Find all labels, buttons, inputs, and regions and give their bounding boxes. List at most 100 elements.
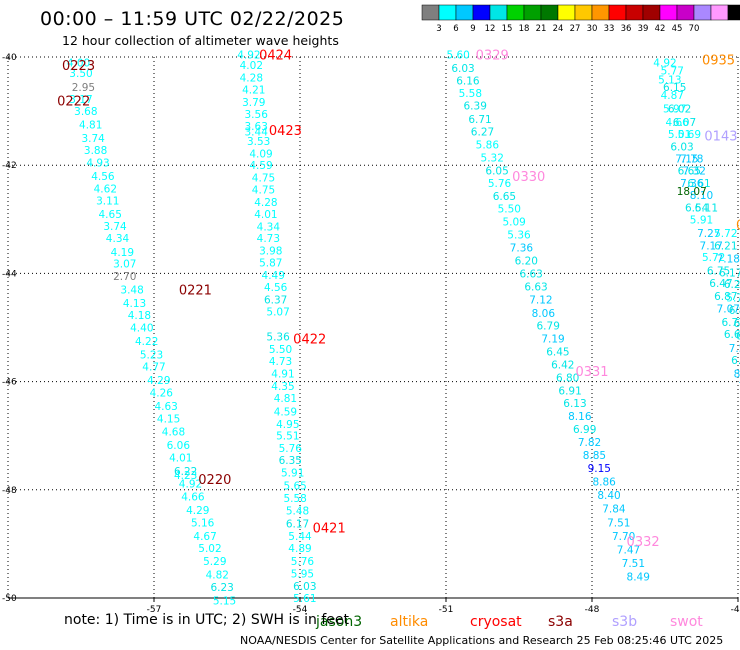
colorbar-label: 45 [672, 24, 683, 34]
wave-height-label: 7.59 [729, 343, 740, 355]
wave-height-label: 5.72 [714, 228, 737, 240]
wave-height-label: 4.40 [130, 323, 153, 335]
wave-height-label: 4.92 [179, 478, 202, 490]
wave-height-label: 4.62 [94, 183, 117, 195]
pass-time-label: 0330 [512, 170, 545, 185]
pass-time-label: 0331 [575, 365, 608, 380]
wave-height-label: 5.78 [726, 293, 740, 305]
colorbar-swatch [676, 4, 695, 21]
wave-height-label: 6.79 [537, 320, 560, 332]
wave-height-label: 4.59 [249, 160, 272, 172]
wave-height-label: 9.15 [588, 463, 611, 475]
wave-height-label: 4.82 [206, 570, 229, 582]
wave-height-label: 4.18 [128, 310, 151, 322]
wave-height-label: 3.50 [69, 68, 92, 80]
y-tick-label: -46 [2, 378, 17, 388]
colorbar-swatch [659, 4, 678, 21]
y-tick-label: -50 [2, 594, 17, 604]
wave-height-label: 5.65 [283, 480, 306, 492]
colorbar-label: 12 [485, 24, 496, 34]
wave-height-label: 7.15 [675, 154, 698, 166]
wave-height-label: 4.81 [274, 393, 297, 405]
colorbar-swatch [693, 4, 712, 21]
colorbar-label: 9 [470, 24, 475, 34]
wave-height-label: 6.47 [709, 278, 732, 290]
wave-height-label: 4.26 [150, 387, 174, 399]
wave-height-label: 6.71 [468, 114, 491, 126]
wave-height-label: 6.75 [707, 266, 730, 278]
wave-height-label: 18.07 [677, 186, 707, 198]
wave-height-label: 5.01 [668, 129, 691, 141]
wave-height-label: 5.36 [507, 229, 531, 241]
note-text: note: 1) Time is in UTC; 2) SWH is in fe… [64, 612, 350, 628]
wave-height-label: 5.86 [476, 140, 500, 152]
wave-height-label: 2.70 [113, 271, 136, 283]
wave-height-label: 8.49 [627, 571, 650, 583]
mission-legend-s3a: s3a [548, 614, 573, 630]
wave-height-label: 5.09 [502, 216, 525, 228]
wave-height-label: 6.82 [734, 318, 740, 330]
wave-height-label: 3.63 [245, 121, 268, 133]
wave-height-label: 4.81 [79, 120, 102, 132]
wave-height-label: 6.54 [736, 331, 740, 343]
wave-height-label: 4.87 [661, 90, 684, 102]
wave-height-label: 5.77 [661, 66, 684, 78]
colorbar-label: 33 [604, 24, 615, 34]
wave-height-label: 6.11 [695, 202, 718, 214]
wave-height-label: 4.01 [169, 452, 192, 464]
wave-height-label: 6.13 [563, 398, 586, 410]
wave-height-label: 6.15 [663, 82, 686, 94]
wave-height-label: 6.87 [714, 291, 737, 303]
colorbar-label: 18 [519, 24, 530, 34]
wave-height-label: 7.84 [602, 504, 626, 516]
wave-height-label: 8.60 [734, 368, 740, 380]
colorbar-swatch [710, 4, 729, 21]
pass-time-label: 0332 [627, 535, 660, 550]
x-tick-label: -57 [147, 605, 162, 615]
colorbar-swatch [421, 4, 440, 21]
wave-height-label: 6.99 [573, 424, 596, 436]
wave-height-label: 3.74 [103, 221, 127, 233]
pass-time-label: 0220 [198, 473, 231, 488]
pass-time-label: 0935 [702, 54, 735, 69]
wave-height-label: 3.17 [69, 94, 92, 106]
wave-height-label: 3.11 [96, 195, 119, 207]
wave-height-label: 5.69 [678, 129, 701, 141]
colorbar-label: 70 [689, 24, 700, 34]
wave-height-label: 8.40 [597, 490, 620, 502]
wave-height-label: 4.34 [257, 221, 281, 233]
wave-height-label: 4.13 [123, 298, 146, 310]
chart-subtitle: 12 hour collection of altimeter wave hei… [62, 33, 339, 48]
wave-height-label: 6.23 [210, 582, 233, 594]
wave-height-label: 3.88 [84, 145, 107, 157]
credit-line: NOAA/NESDIS Center for Satellite Applica… [240, 634, 724, 647]
wave-height-label: 5.60 [446, 49, 469, 61]
wave-height-label: 5.16 [191, 517, 215, 529]
wave-height-label: 5.44 [288, 531, 312, 543]
wave-height-label: 5.76 [488, 178, 512, 190]
wave-height-label: 4.15 [157, 413, 180, 425]
wave-height-label: 4.68 [162, 426, 185, 438]
wave-height-label: 3.07 [113, 259, 136, 271]
colorbar-label: 42 [655, 24, 666, 34]
colorbar-swatch [489, 4, 508, 21]
wave-height-label: 4.67 [193, 531, 216, 543]
wave-height-label: 4.01 [254, 209, 277, 221]
wave-height-label: 7.36 [510, 242, 534, 254]
wave-height-label: 5.02 [198, 543, 221, 555]
wave-height-label: 3.48 [120, 285, 143, 297]
wave-height-label: 8.06 [532, 308, 556, 320]
mission-legend-cryosat: cryosat [470, 614, 522, 630]
wave-height-label: 6.37 [264, 294, 287, 306]
pass-time-label: 0223 [62, 59, 95, 74]
colorbar-swatch [574, 4, 593, 21]
wave-height-label: 8.86 [592, 477, 616, 489]
colorbar-swatch [540, 4, 559, 21]
wave-height-label: 6.65 [678, 166, 701, 178]
wave-height-label: 4.28 [254, 197, 277, 209]
wave-height-label: 7.47 [617, 544, 640, 556]
wave-height-label: 6.05 [485, 166, 508, 178]
wave-height-label: 6.42 [551, 359, 574, 371]
wave-height-label: 6.21 [714, 240, 737, 252]
